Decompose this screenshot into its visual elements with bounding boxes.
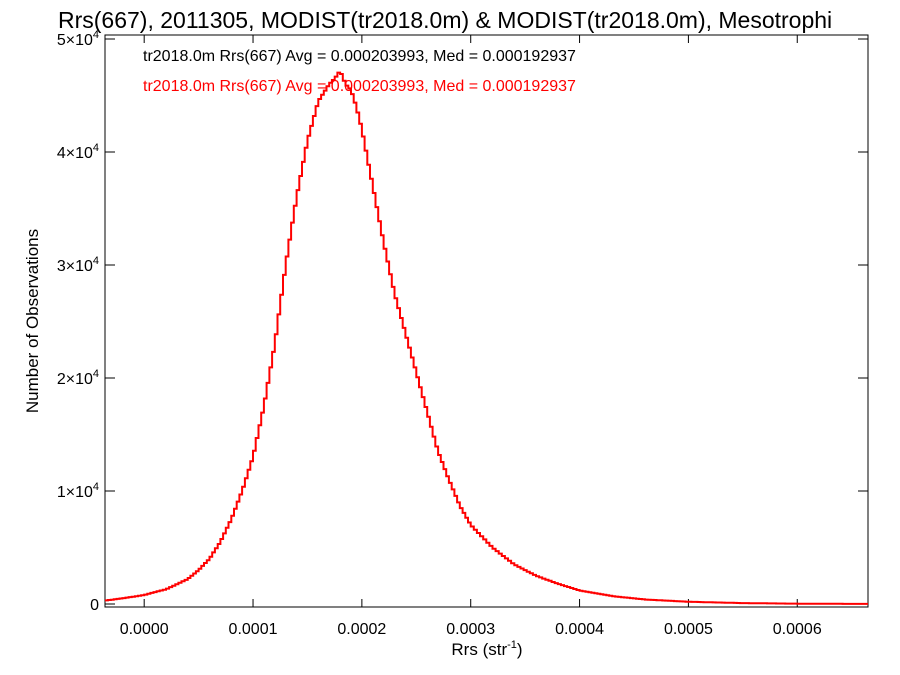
x-tick-label: 0.0002 — [337, 621, 386, 638]
legend-entry-red: tr2018.0m Rrs(667) Avg = 0.000203993, Me… — [143, 78, 576, 95]
y-tick-mantissa: 4×10 — [57, 145, 93, 162]
y-tick-label: 4×104 — [57, 142, 99, 162]
x-tick-label: 0.0001 — [229, 621, 278, 638]
y-tick-mantissa: 5×10 — [57, 32, 93, 49]
plot-frame — [104, 34, 869, 608]
x-tick-label: 0.0003 — [446, 621, 495, 638]
x-tick-label: 0.0000 — [120, 621, 169, 638]
y-tick-label: 5×104 — [57, 29, 99, 49]
y-tick-exponent: 4 — [93, 29, 99, 41]
histogram-series-line — [105, 71, 868, 605]
x-axis-ticks: 0.0000 0.0001 0.0002 0.0003 0.0004 0.0005 0.00… — [120, 35, 822, 638]
y-tick-exponent: 4 — [93, 368, 99, 380]
y-tick-mantissa: 1×10 — [57, 484, 93, 501]
chart-title: Rrs(667), 2011305, MODIST(tr2018.0m) & M… — [58, 7, 832, 33]
x-axis-label-superscript: -1 — [507, 639, 517, 651]
y-tick-exponent: 4 — [93, 255, 99, 267]
y-tick-label: 1×104 — [57, 481, 99, 501]
x-tick-label: 0.0006 — [773, 621, 822, 638]
y-axis-label: Number of Observations — [23, 229, 42, 413]
y-tick-exponent: 4 — [93, 481, 99, 493]
y-tick-label: 2×104 — [57, 368, 99, 388]
x-tick-label: 0.0004 — [555, 621, 604, 638]
y-tick-exponent: 4 — [93, 142, 99, 154]
x-axis-label: Rrs (str-1) — [451, 639, 522, 659]
legend-entry-black: tr2018.0m Rrs(667) Avg = 0.000203993, Me… — [143, 48, 576, 65]
x-axis-label-main: Rrs (str — [451, 640, 507, 659]
legend: tr2018.0m Rrs(667) Avg = 0.000203993, Me… — [143, 48, 576, 95]
y-tick-label: 3×104 — [57, 255, 99, 275]
y-tick-label: 0 — [90, 597, 99, 614]
x-axis-label-suffix: ) — [517, 640, 523, 659]
x-tick-label: 0.0005 — [664, 621, 713, 638]
y-tick-mantissa: 2×10 — [57, 371, 93, 388]
y-tick-mantissa: 3×10 — [57, 258, 93, 275]
